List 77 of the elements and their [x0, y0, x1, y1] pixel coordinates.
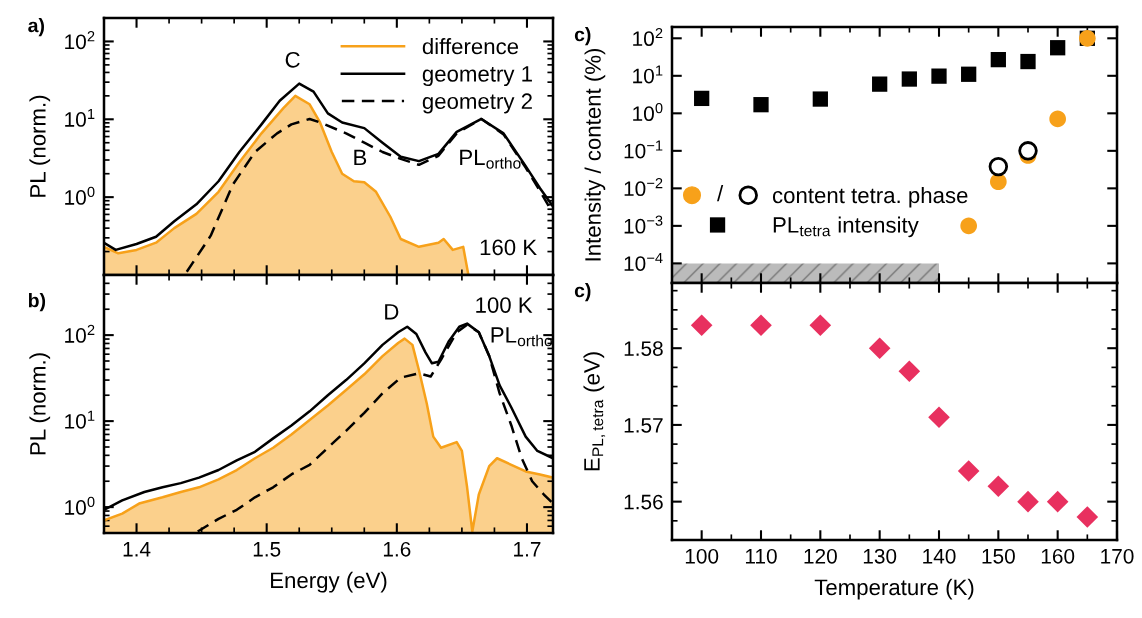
annotation: PL$_{ortho}$ — [460, 149, 521, 169]
x-axis-title: Energy (eV) — [271, 571, 387, 593]
point — [1076, 506, 1099, 528]
y-tick-label: 10$^{2}$ — [65, 324, 95, 343]
annotation: C — [285, 51, 300, 68]
point — [931, 68, 947, 84]
legend-label: geometry 2 — [422, 93, 532, 114]
point — [961, 66, 977, 82]
text: c) — [574, 27, 591, 46]
y-tick-label: 10$^{1}$ — [65, 108, 95, 127]
y-tick-label: 10$^{2}$ — [633, 27, 663, 47]
point — [960, 217, 977, 235]
point — [1017, 490, 1039, 513]
point — [690, 314, 713, 336]
x-tick-label: 100 — [685, 548, 719, 564]
x-tick-label: 150 — [982, 548, 1015, 564]
y-tick-label: 10$^{0}$ — [633, 102, 663, 122]
point — [928, 406, 950, 429]
y-tick-label: 10$^{0}$ — [65, 186, 95, 205]
x-tick-label: 160 — [1041, 548, 1075, 564]
legend-label: difference — [422, 38, 519, 55]
legend-label: content tetra. phase — [772, 186, 968, 208]
point — [809, 314, 832, 336]
y-tick-label: 1.57 — [624, 418, 663, 433]
text: a) — [28, 18, 44, 37]
y-tick-label: 10$^{−4}$ — [624, 253, 663, 271]
y-tick-label: 10$^{−1}$ — [624, 140, 663, 159]
y-axis-title: Intensity / content (%) — [584, 48, 606, 261]
point — [868, 337, 891, 360]
x-tick-label: 170 — [1101, 548, 1134, 564]
x-tick-label: 1.5 — [253, 542, 281, 557]
point — [694, 90, 710, 107]
x-tick-label: 1.7 — [514, 542, 541, 557]
x-axis-title: Temperature (K) — [814, 578, 974, 600]
x-tick-label: 140 — [923, 548, 956, 564]
x-tick-label: 1.6 — [383, 541, 411, 557]
legend-label: / — [717, 184, 724, 202]
point — [901, 71, 917, 87]
y-axis-title: PL (norm.) — [29, 353, 51, 455]
text: c) — [574, 283, 591, 302]
annotation: PL$_{ortho}$ — [491, 327, 552, 347]
x-tick-label: 120 — [804, 548, 837, 564]
y-tick-label: 10$^{1}$ — [633, 65, 663, 84]
point — [898, 360, 921, 383]
point — [957, 460, 980, 482]
point — [753, 97, 769, 113]
point — [990, 173, 1007, 191]
point — [987, 475, 1010, 498]
x-tick-label: 110 — [745, 548, 777, 564]
y-tick-label: 10$^{−3}$ — [624, 215, 663, 234]
annotation: 160 K — [480, 239, 537, 256]
y-axis-title: E$_{PL,tetra}$ (eV) — [583, 352, 606, 471]
legend-label: PL$_{tetra}$ intensity — [773, 216, 919, 238]
text: b) — [28, 293, 46, 312]
annotation: D — [385, 304, 399, 320]
point — [990, 51, 1006, 68]
point — [988, 156, 1009, 177]
point — [872, 76, 888, 92]
point — [1049, 110, 1066, 128]
y-tick-label: 1.56 — [624, 494, 663, 510]
point — [1046, 490, 1069, 513]
annotation: 100 K — [476, 297, 533, 313]
y-tick-label: 10$^{0}$ — [65, 496, 95, 515]
y-axis-title: PL (norm.) — [29, 95, 51, 197]
point — [1020, 53, 1036, 70]
y-tick-label: 10$^{1}$ — [65, 410, 95, 429]
y-tick-label: 10$^{−2}$ — [624, 177, 663, 197]
point — [750, 314, 772, 336]
annotation: B — [354, 149, 367, 166]
point — [1050, 40, 1066, 56]
x-tick-label: 1.4 — [123, 542, 151, 557]
x-tick-label: 130 — [863, 548, 897, 564]
y-tick-label: 1.58 — [624, 341, 663, 356]
legend-label: geometry 1 — [422, 66, 532, 87]
point — [812, 91, 828, 107]
y-tick-label: 10$^{2}$ — [65, 31, 95, 50]
point — [1018, 141, 1038, 161]
